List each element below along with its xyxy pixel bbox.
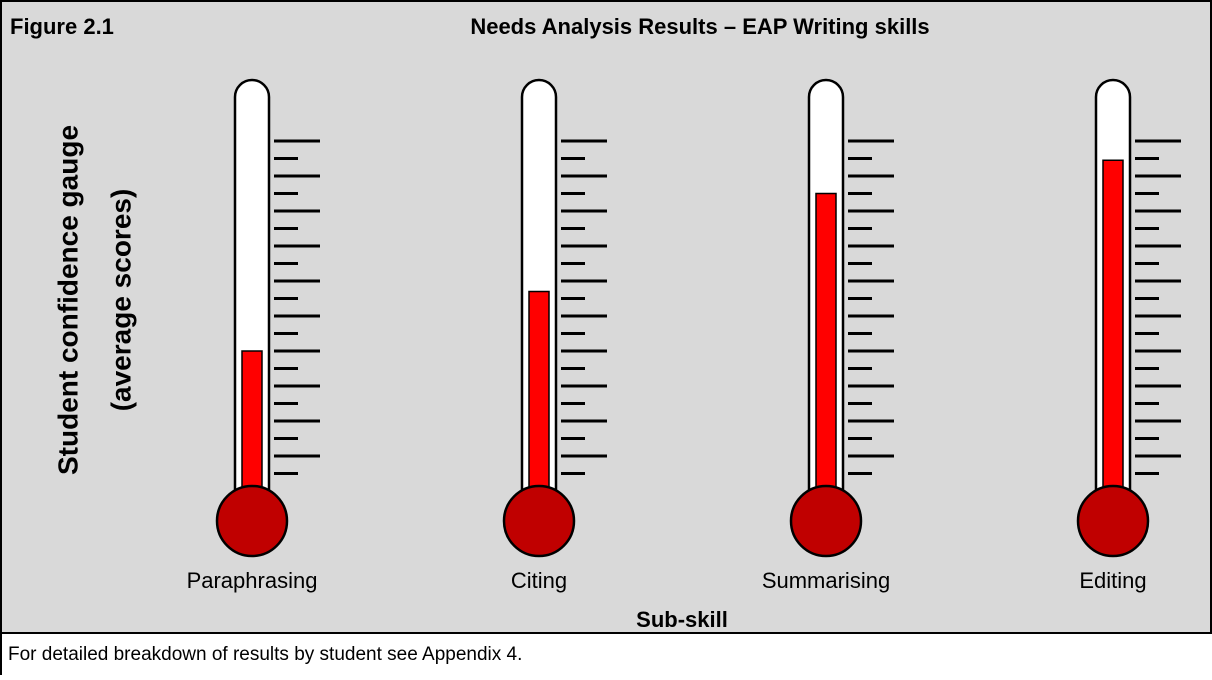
bulb bbox=[504, 486, 574, 556]
chart-title: Needs Analysis Results – EAP Writing ski… bbox=[470, 14, 929, 39]
x-tick-label: Summarising bbox=[762, 568, 890, 593]
page: Figure 2.1 Needs Analysis Results – EAP … bbox=[0, 0, 1212, 680]
figure-label: Figure 2.1 bbox=[10, 14, 114, 39]
mercury bbox=[242, 351, 262, 496]
bulb bbox=[1078, 486, 1148, 556]
x-tick-label: Editing bbox=[1079, 568, 1146, 593]
mercury bbox=[529, 292, 549, 497]
x-axis-label: Sub-skill bbox=[636, 607, 728, 632]
x-tick-label: Citing bbox=[511, 568, 567, 593]
mercury bbox=[1103, 160, 1123, 496]
mercury bbox=[816, 194, 836, 497]
chart: Figure 2.1 Needs Analysis Results – EAP … bbox=[0, 0, 1212, 675]
note: For detailed breakdown of results by stu… bbox=[8, 644, 522, 665]
bulb bbox=[791, 486, 861, 556]
y-axis-label: (average scores) bbox=[105, 189, 136, 412]
bulb bbox=[217, 486, 287, 556]
y-axis-label: Student confidence gauge bbox=[52, 125, 83, 475]
x-tick-label: Paraphrasing bbox=[187, 568, 318, 593]
